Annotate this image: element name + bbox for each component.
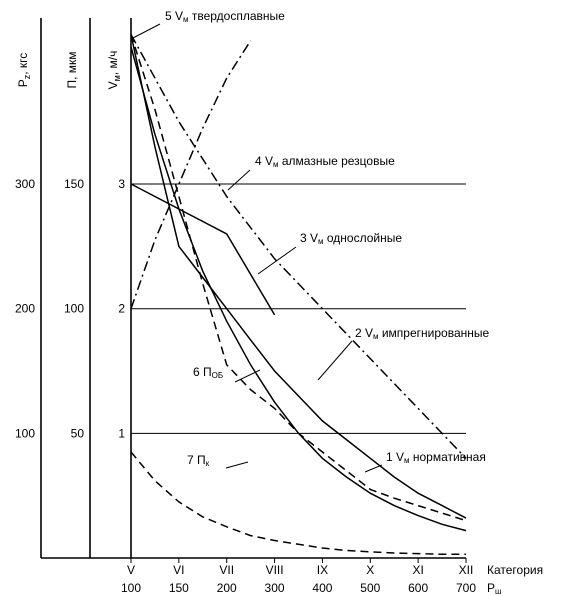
- x-category-XII: XII: [459, 563, 474, 577]
- x-axis: V 100 VI 150 VII 200 VIII 300 IX 400 X 500 XI 600 XII 7…: [121, 558, 543, 596]
- x-p-value-600: 600: [408, 581, 428, 595]
- series-6-label: 6 ПОБ: [193, 365, 223, 380]
- series-2-label: 2 Vм импрегнированные: [355, 326, 489, 341]
- x-p-value-300: 300: [265, 581, 285, 595]
- series-4-label: 4 Vм алмазные резцовые: [255, 154, 395, 169]
- tick-vm-3: 3: [118, 177, 125, 191]
- x-p-value-500: 500: [360, 581, 380, 595]
- series-3-leader: [257, 246, 297, 275]
- x-axis-label-bottom: Рш: [487, 581, 501, 596]
- series-1-label: 1 Vм нормативная: [386, 450, 486, 465]
- series-4-leader: [227, 169, 251, 191]
- series-3-label: 3 Vм однослойные: [300, 231, 402, 246]
- tick-vm-2: 2: [118, 302, 125, 316]
- x-category-XI: XI: [412, 563, 423, 577]
- x-axis-label-top: Категория: [487, 563, 543, 577]
- x-category-V: V: [127, 563, 135, 577]
- x-category-VII: VII: [219, 563, 234, 577]
- tick-pz-300: 300: [15, 177, 35, 191]
- x-category-VIII: VIII: [266, 563, 284, 577]
- tick-p-100: 100: [64, 302, 84, 316]
- tick-pz-200: 200: [15, 302, 35, 316]
- tick-pz-100: 100: [15, 426, 35, 440]
- tick-p-50: 50: [71, 426, 85, 440]
- series-2-line: [130, 34, 467, 519]
- tick-vm-1: 1: [118, 426, 125, 440]
- x-p-value-100: 100: [121, 581, 141, 595]
- axes: Pz, кгс 100 200 300 П, мкм 50 100 150 Vм, м/ч 1 2 3: [15, 18, 466, 559]
- series-7-line: [130, 451, 466, 556]
- series-group: [130, 34, 467, 556]
- x-category-VI: VI: [173, 563, 184, 577]
- axis-title-p: П, мкм: [65, 51, 79, 88]
- series-5-leader: [132, 23, 161, 39]
- axis-title-vm: Vм, м/ч: [106, 51, 122, 90]
- x-p-value-200: 200: [217, 581, 237, 595]
- tick-p-150: 150: [64, 177, 84, 191]
- x-category-IX: IX: [317, 563, 328, 577]
- series-3-line: [130, 183, 276, 316]
- annotation-group: 1 Vм нормативная 2 Vм импрегнированные 3 V…: [132, 9, 489, 473]
- series-2-leader: [317, 340, 353, 381]
- axis-title-pz: Pz, кгс: [16, 53, 32, 88]
- series-4-line: [130, 40, 252, 309]
- series-7-label: 7 Пк: [187, 453, 210, 468]
- series-7-leader: [225, 461, 249, 469]
- series-6-leader: [234, 369, 261, 383]
- x-p-value-700: 700: [456, 581, 476, 595]
- x-p-value-400: 400: [312, 581, 332, 595]
- series-5-label: 5 Vм твердосплавные: [165, 9, 285, 24]
- x-p-value-150: 150: [169, 581, 189, 595]
- series-6-line: [130, 34, 467, 522]
- series-1-leader: [364, 464, 383, 473]
- x-category-X: X: [366, 563, 374, 577]
- series-5-line: [130, 34, 467, 459]
